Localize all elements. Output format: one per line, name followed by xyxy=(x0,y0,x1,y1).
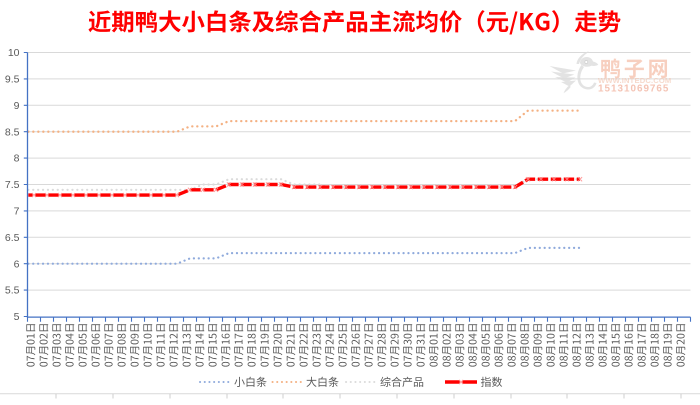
svg-text:9: 9 xyxy=(14,100,20,112)
svg-text:5.5: 5.5 xyxy=(5,285,20,297)
svg-text:5: 5 xyxy=(14,311,20,323)
svg-text:8.5: 8.5 xyxy=(5,126,20,138)
svg-text:9.5: 9.5 xyxy=(5,74,20,86)
svg-text:7: 7 xyxy=(14,206,20,218)
svg-text:WWW.INTEDC.COM: WWW.INTEDC.COM xyxy=(598,76,671,85)
svg-text:6: 6 xyxy=(14,258,20,270)
svg-text:8: 8 xyxy=(14,153,20,165)
svg-text:7.5: 7.5 xyxy=(5,179,20,191)
svg-text:10: 10 xyxy=(8,47,20,59)
svg-text:15131069765: 15131069765 xyxy=(598,83,669,94)
svg-text:6.5: 6.5 xyxy=(5,232,20,244)
